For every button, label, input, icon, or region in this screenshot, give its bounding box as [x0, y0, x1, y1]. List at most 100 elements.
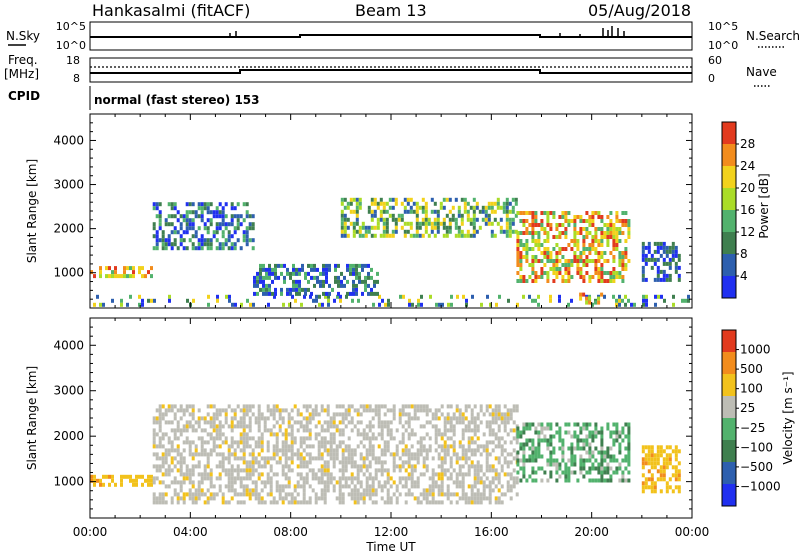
echo-cell	[236, 202, 240, 207]
echo-cell	[519, 275, 523, 279]
echo-cell	[615, 271, 619, 275]
echo-cell	[612, 239, 616, 243]
echo-cell	[419, 452, 423, 457]
echo-cell	[585, 235, 589, 239]
echo-cell	[259, 275, 262, 280]
echo-cell	[266, 448, 270, 453]
echo-cell	[534, 279, 538, 283]
echo-cell	[416, 456, 420, 461]
echo-cell	[507, 298, 510, 303]
echo-cell	[290, 416, 294, 421]
echo-cell	[230, 420, 234, 425]
echo-cell	[407, 472, 411, 477]
echo-cell	[665, 485, 669, 490]
echo-cell	[289, 287, 292, 292]
echo-cell	[476, 488, 480, 493]
echo-cell	[152, 500, 156, 505]
echo-cell	[316, 279, 319, 284]
echo-cell	[528, 211, 532, 215]
echo-cell	[512, 420, 516, 425]
echo-cell	[337, 275, 340, 280]
echo-cell	[650, 449, 654, 454]
echo-cell	[573, 231, 577, 235]
echo-cell	[519, 231, 523, 235]
colorbar-swatch	[722, 418, 736, 440]
echo-cell	[540, 454, 544, 459]
echo-cell	[343, 275, 346, 280]
echo-cell	[594, 458, 598, 463]
echo-cell	[372, 302, 375, 307]
echo-cell	[288, 302, 291, 307]
echo-cell	[410, 456, 414, 461]
echo-cell	[383, 440, 387, 445]
echo-cell	[362, 428, 366, 433]
echo-cell	[305, 452, 309, 457]
echo-cell	[594, 434, 598, 439]
echo-cell	[215, 476, 219, 481]
echo-cell	[307, 287, 310, 292]
echo-cell	[302, 492, 306, 497]
echo-cell	[111, 478, 114, 483]
echo-cell	[305, 500, 309, 505]
echo-cell	[194, 214, 198, 219]
echo-cell	[389, 428, 393, 433]
echo-cell	[449, 472, 453, 477]
echo-cell	[218, 488, 222, 493]
echo-cell	[373, 197, 377, 202]
echo-cell	[552, 434, 556, 439]
echo-cell	[150, 266, 153, 271]
echo-cell	[591, 243, 595, 247]
echo-cell	[600, 462, 604, 467]
echo-cell	[463, 233, 467, 238]
echo-cell	[239, 214, 243, 219]
echo-cell	[618, 275, 622, 279]
echo-cell	[579, 259, 583, 263]
echo-cell	[221, 460, 225, 465]
echo-cell	[242, 238, 246, 243]
echo-cell	[346, 205, 350, 210]
echo-cell	[299, 484, 303, 489]
echo-cell	[618, 442, 622, 447]
echo-cell	[397, 217, 401, 222]
echo-cell	[120, 474, 123, 479]
echo-cell	[266, 428, 270, 433]
x-tick-label: 16:00	[474, 525, 509, 539]
echo-cell	[585, 442, 589, 447]
echo-cell	[269, 484, 273, 489]
echo-cell	[472, 229, 476, 234]
echo-cell	[543, 211, 547, 215]
echo-cell	[600, 478, 604, 483]
echo-cell	[473, 404, 477, 409]
echo-cell	[188, 472, 192, 477]
echo-cell	[230, 246, 234, 251]
echo-cell	[561, 450, 565, 455]
echo-cell	[155, 230, 159, 235]
echo-cell	[376, 217, 380, 222]
echo-cell	[290, 492, 294, 497]
echo-cell	[371, 456, 375, 461]
echo-cell	[552, 211, 556, 215]
echo-cell	[129, 474, 132, 479]
echo-cell	[597, 211, 601, 215]
echo-cell	[552, 235, 556, 239]
echo-cell	[224, 222, 228, 227]
echo-cell	[227, 448, 231, 453]
echo-cell	[627, 219, 631, 223]
echo-cell	[425, 456, 429, 461]
echo-cell	[549, 223, 553, 227]
echo-cell	[677, 265, 681, 270]
echo-cell	[218, 424, 222, 429]
echo-cell	[647, 477, 651, 482]
echo-cell	[573, 422, 577, 427]
echo-cell	[215, 432, 219, 437]
echo-cell	[594, 235, 598, 239]
echo-cell	[476, 492, 480, 497]
echo-cell	[579, 275, 583, 279]
echo-cell	[293, 500, 297, 505]
echo-cell	[376, 205, 380, 210]
echo-cell	[173, 480, 177, 485]
echo-cell	[549, 462, 553, 467]
echo-cell	[200, 218, 204, 223]
echo-cell	[585, 263, 589, 267]
echo-cell	[265, 291, 268, 296]
